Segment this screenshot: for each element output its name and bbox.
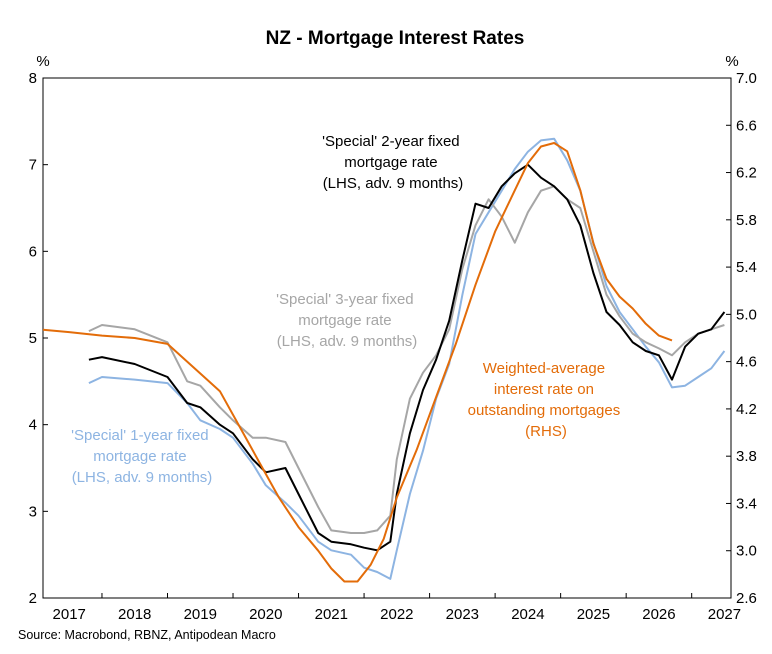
annotation-three-year: 'Special' 3-year fixed mortgage rate (LH…: [276, 291, 418, 350]
x-axis: 2017 2018 2019 2020 2021 2022 2023 2024 2025 2026…: [53, 593, 741, 623]
right-axis-unit: %: [725, 53, 738, 70]
right-tick-label: 5.8: [736, 212, 757, 229]
annotation-weighted: Weighted-average interest rate on outsta…: [468, 360, 625, 440]
annotation-two-year: 'Special' 2-year fixed mortgage rate (LH…: [322, 133, 464, 192]
right-tick-label: 6.2: [736, 165, 757, 182]
left-axis: 2 3 4 5 6 7 8: [29, 70, 48, 607]
right-tick-label: 3.8: [736, 448, 757, 465]
right-tick-label: 7.0: [736, 70, 757, 87]
left-tick-label: 8: [29, 70, 37, 87]
x-tick-label: 2025: [577, 606, 610, 623]
series-line-two-year: [88, 163, 726, 552]
annotation-one-year: 'Special' 1-year fixed mortgage rate (LH…: [71, 427, 213, 486]
source-note: Source: Macrobond, RBNZ, Antipodean Macr…: [18, 628, 276, 642]
x-tick-label: 2024: [511, 606, 544, 623]
x-tick-label: 2019: [184, 606, 217, 623]
series-layer: [42, 137, 726, 583]
right-tick-label: 5.4: [736, 259, 757, 276]
x-tick-label: 2023: [446, 606, 479, 623]
chart-title: NZ - Mortgage Interest Rates: [266, 28, 525, 49]
x-tick-label: 2026: [642, 606, 675, 623]
right-tick-label: 3.0: [736, 543, 757, 560]
right-axis: 2.6 3.0 3.4 3.8 4.2 4.6 5.0 5.4 5.8 6.2 6.6 7.0: [726, 70, 757, 607]
left-tick-label: 4: [29, 417, 37, 434]
left-tick-label: 2: [29, 590, 37, 607]
x-tick-label: 2021: [315, 606, 348, 623]
left-tick-label: 5: [29, 330, 37, 347]
right-tick-label: 4.2: [736, 401, 757, 418]
right-tick-label: 5.0: [736, 306, 757, 323]
x-tick-label: 2022: [380, 606, 413, 623]
x-tick-label: 2027: [708, 606, 741, 623]
left-tick-label: 3: [29, 503, 37, 520]
left-tick-label: 7: [29, 157, 37, 174]
left-tick-label: 6: [29, 243, 37, 260]
left-axis-unit: %: [36, 53, 49, 70]
right-tick-label: 4.6: [736, 354, 757, 371]
right-tick-label: 2.6: [736, 590, 757, 607]
x-tick-label: 2020: [249, 606, 282, 623]
x-tick-label: 2018: [118, 606, 151, 623]
right-tick-label: 6.6: [736, 117, 757, 134]
right-tick-label: 3.4: [736, 495, 757, 512]
series-line-weighted: [42, 142, 673, 583]
x-tick-label: 2017: [53, 606, 86, 623]
